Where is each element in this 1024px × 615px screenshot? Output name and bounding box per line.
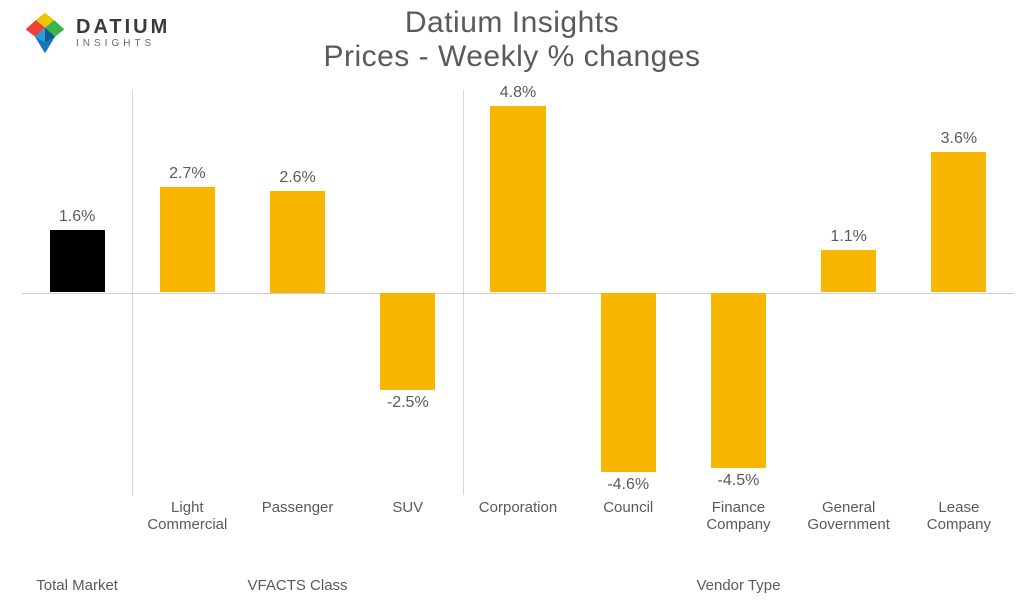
bar [380, 293, 435, 390]
bar-value-label: 1.1% [830, 228, 866, 246]
bar-value-label: 2.6% [279, 169, 315, 187]
page: DATIUM INSIGHTS Datium Insights Prices -… [0, 0, 1024, 615]
bar [490, 106, 545, 293]
x-axis-label: SUV [392, 499, 423, 516]
group-label: Vendor Type [696, 577, 780, 594]
group-label: Total Market [36, 577, 118, 594]
bar-chart: 1.6%2.7%2.6%-2.5%4.8%-4.6%-4.5%1.1%3.6% … [22, 90, 1014, 545]
bar-value-label: 2.7% [169, 165, 205, 183]
x-axis-label: Corporation [479, 499, 557, 516]
x-axis-label: Light Commercial [147, 499, 227, 534]
bar [931, 152, 986, 292]
group-separator [463, 90, 464, 495]
x-axis-label: Council [603, 499, 653, 516]
bar [711, 293, 766, 468]
x-axis-labels: Light Commercial Passenger SUV Corporation C… [22, 495, 1014, 545]
title-line-1: Datium Insights [0, 6, 1024, 40]
bar [601, 293, 656, 472]
bar [50, 230, 105, 292]
bar-value-label: 1.6% [59, 208, 95, 226]
x-axis-label: Passenger [262, 499, 334, 516]
bar [160, 187, 215, 292]
bar [821, 250, 876, 293]
title-line-2: Prices - Weekly % changes [0, 40, 1024, 74]
bar-value-label: -4.5% [718, 472, 760, 490]
bar-value-label: 4.8% [500, 84, 536, 102]
chart-title: Datium Insights Prices - Weekly % change… [0, 6, 1024, 74]
bar [270, 191, 325, 292]
bar-value-label: -4.6% [607, 476, 649, 494]
bar-value-label: 3.6% [941, 130, 977, 148]
group-separator [132, 90, 133, 495]
group-label: VFACTS Class [248, 577, 348, 594]
x-axis-label: General Government [807, 499, 890, 534]
group-axis-labels: Total Market VFACTS Class Vendor Type [22, 577, 1014, 599]
plot-area: 1.6%2.7%2.6%-2.5%4.8%-4.6%-4.5%1.1%3.6% [22, 90, 1014, 495]
x-axis-label: Finance Company [706, 499, 770, 534]
bar-value-label: -2.5% [387, 394, 429, 412]
x-axis-label: Lease Company [927, 499, 991, 534]
zero-baseline [22, 293, 1014, 294]
